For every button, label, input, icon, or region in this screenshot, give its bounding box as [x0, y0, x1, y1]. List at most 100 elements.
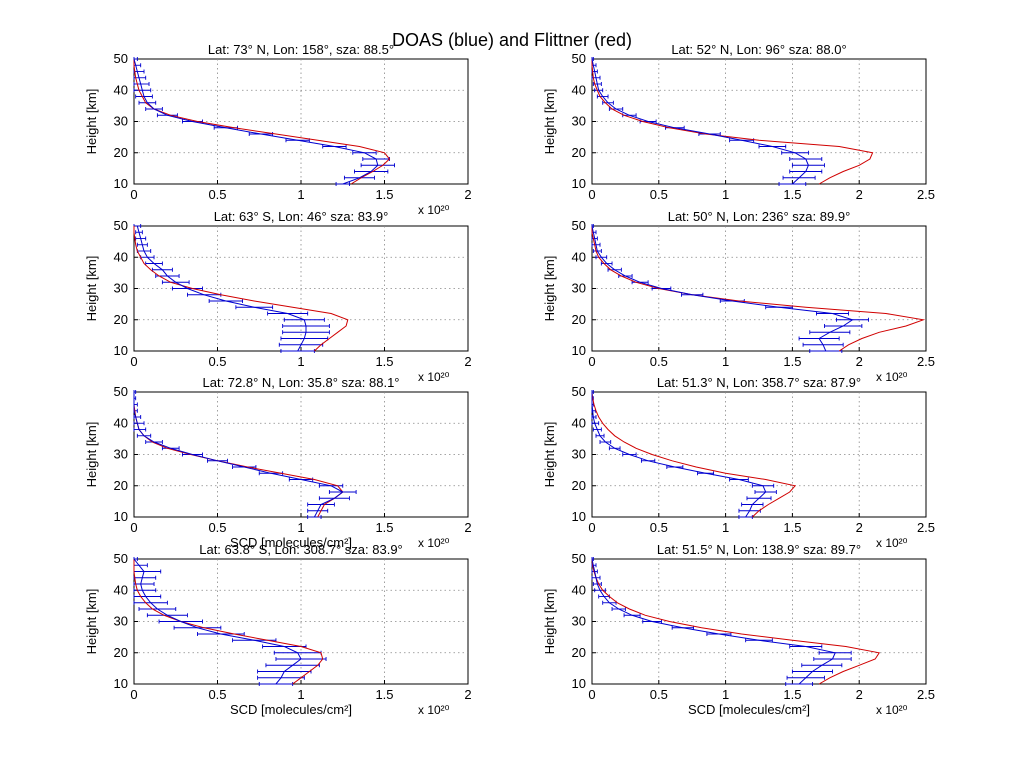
y-tick-label: 30 — [572, 281, 586, 296]
y-tick-label: 50 — [114, 384, 128, 399]
doas-series-line — [591, 58, 809, 185]
x-tick-label: 2 — [856, 520, 863, 535]
doas-series-line — [136, 225, 307, 352]
x-scale-multiplier: x 10²⁰ — [418, 203, 450, 217]
y-axis-label: Height [km] — [542, 256, 557, 322]
x-tick-label: 1 — [722, 187, 729, 202]
x-tick-label: 1.5 — [783, 687, 801, 702]
y-tick-label: 10 — [572, 343, 586, 358]
y-tick-label: 30 — [114, 614, 128, 629]
y-axis-label: Height [km] — [84, 589, 99, 655]
x-tick-label: 1 — [297, 520, 304, 535]
y-tick-label: 30 — [572, 447, 586, 462]
panel-title: Lat: 50° N, Lon: 236° sza: 89.9° — [668, 209, 851, 224]
y-axis-label: Height [km] — [542, 589, 557, 655]
y-axis-label: Height [km] — [542, 422, 557, 488]
y-tick-label: 40 — [114, 582, 128, 597]
x-tick-label: 1.5 — [783, 187, 801, 202]
y-tick-label: 40 — [114, 82, 128, 97]
y-tick-label: 20 — [572, 478, 586, 493]
panel-title: Lat: 51.3° N, Lon: 358.7° sza: 87.9° — [657, 375, 861, 390]
y-tick-label: 40 — [572, 249, 586, 264]
x-tick-label: 0 — [130, 354, 137, 369]
panel-1: 0 0.5 1 1.5 2 10 20 30 40 50 Height [km] x 10²⁰ Lat:… — [84, 42, 472, 217]
x-tick-label: 1.5 — [375, 520, 393, 535]
flittner-series-line — [133, 59, 391, 185]
y-tick-label: 50 — [572, 384, 586, 399]
x-axis-label: SCD [molecules/cm²] — [230, 535, 352, 550]
x-tick-label: 1 — [722, 520, 729, 535]
figure-suptitle: DOAS (blue) and Flittner (red) — [392, 30, 632, 50]
x-tick-label: 2.5 — [917, 354, 935, 369]
doas-series-line — [591, 558, 836, 685]
flittner-series-line — [133, 226, 349, 352]
x-tick-label: 2 — [856, 687, 863, 702]
y-tick-label: 50 — [114, 51, 128, 66]
x-tick-label: 0 — [588, 354, 595, 369]
y-tick-label: 20 — [572, 145, 586, 160]
doas-series-line — [591, 225, 854, 352]
x-tick-label: 2.5 — [917, 687, 935, 702]
x-tick-label: 0 — [588, 187, 595, 202]
x-scale-multiplier: x 10²⁰ — [876, 370, 908, 384]
x-tick-label: 1 — [722, 354, 729, 369]
flittner-series-line — [591, 59, 874, 185]
y-tick-label: 50 — [114, 551, 128, 566]
y-tick-label: 20 — [572, 645, 586, 660]
y-tick-label: 30 — [572, 114, 586, 129]
x-tick-label: 0.5 — [650, 687, 668, 702]
y-tick-label: 20 — [572, 312, 586, 327]
y-tick-label: 40 — [114, 249, 128, 264]
y-tick-label: 10 — [572, 676, 586, 691]
x-tick-label: 2.5 — [917, 520, 935, 535]
y-axis-label: Height [km] — [542, 89, 557, 155]
x-tick-label: 1 — [297, 354, 304, 369]
x-tick-label: 2 — [464, 520, 471, 535]
x-scale-multiplier: x 10²⁰ — [876, 536, 908, 550]
y-tick-label: 10 — [114, 343, 128, 358]
y-tick-label: 10 — [114, 676, 128, 691]
y-tick-label: 20 — [114, 478, 128, 493]
y-tick-label: 10 — [114, 509, 128, 524]
y-tick-label: 30 — [114, 114, 128, 129]
x-tick-label: 1.5 — [783, 354, 801, 369]
panel-7: 0 0.5 1 1.5 2 10 20 30 40 50 Height [km] SCD [molec… — [84, 542, 472, 717]
doas-series-line — [133, 58, 379, 185]
y-tick-label: 30 — [114, 447, 128, 462]
y-tick-label: 40 — [572, 82, 586, 97]
x-tick-label: 1 — [297, 687, 304, 702]
x-scale-multiplier: x 10²⁰ — [418, 536, 450, 550]
x-tick-label: 0.5 — [650, 187, 668, 202]
y-axis-label: Height [km] — [84, 256, 99, 322]
panel-8: 0 0.5 1 1.5 2 2.5 10 20 30 40 50 Height [km] SCD [mo… — [542, 542, 935, 717]
y-tick-label: 40 — [572, 415, 586, 430]
x-tick-label: 1.5 — [375, 687, 393, 702]
panel-title: Lat: 63° S, Lon: 46° sza: 83.9° — [214, 209, 389, 224]
x-tick-label: 0 — [588, 687, 595, 702]
panel-6: 0 0.5 1 1.5 2 2.5 10 20 30 40 50 Height [km] x 10²⁰ L… — [542, 375, 935, 550]
x-tick-label: 0 — [130, 687, 137, 702]
flittner-series-line — [591, 391, 797, 518]
doas-series-line — [133, 558, 302, 685]
x-tick-label: 0 — [130, 187, 137, 202]
x-tick-label: 0.5 — [208, 687, 226, 702]
x-tick-label: 0.5 — [650, 520, 668, 535]
x-tick-label: 2 — [856, 187, 863, 202]
y-tick-label: 40 — [572, 582, 586, 597]
y-tick-label: 30 — [114, 281, 128, 296]
x-tick-label: 1 — [297, 187, 304, 202]
panel-title: Lat: 73° N, Lon: 158°, sza: 88.5° — [208, 42, 394, 57]
y-tick-label: 10 — [572, 176, 586, 191]
y-axis-label: Height [km] — [84, 89, 99, 155]
y-tick-label: 50 — [572, 218, 586, 233]
panel-title: Lat: 72.8° N, Lon: 35.8° sza: 88.1° — [203, 375, 400, 390]
doas-series-line — [591, 392, 767, 518]
panel-title: Lat: 52° N, Lon: 96° sza: 88.0° — [671, 42, 846, 57]
x-tick-label: 0 — [588, 520, 595, 535]
flittner-series-line — [591, 226, 926, 352]
y-tick-label: 10 — [572, 509, 586, 524]
y-tick-label: 40 — [114, 415, 128, 430]
doas-series-line — [133, 392, 344, 518]
